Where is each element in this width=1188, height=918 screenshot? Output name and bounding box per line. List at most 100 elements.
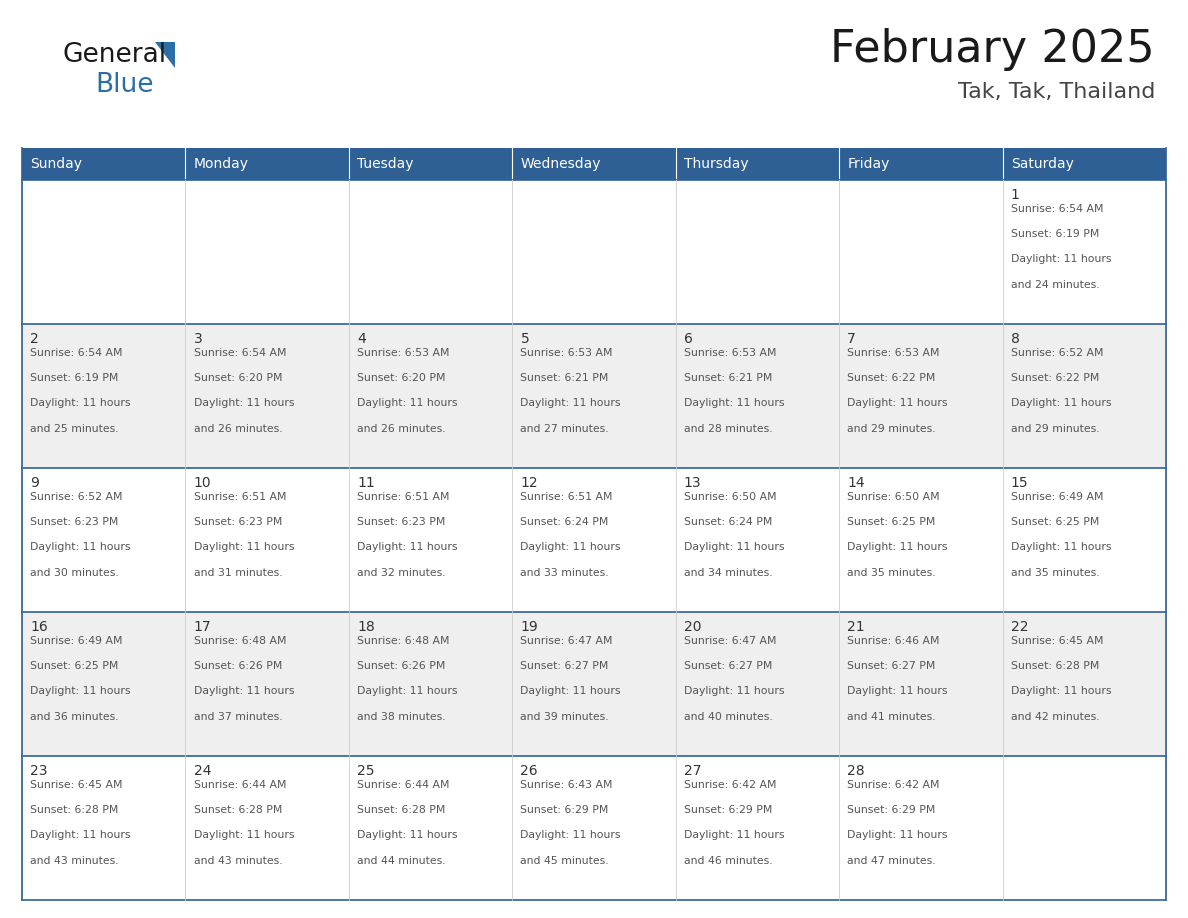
Text: Sunset: 6:28 PM: Sunset: 6:28 PM: [1011, 661, 1099, 671]
Bar: [185, 468, 349, 612]
Text: Blue: Blue: [95, 72, 153, 98]
Bar: [676, 756, 839, 900]
Bar: [676, 612, 839, 756]
Bar: [185, 148, 349, 180]
Text: and 44 minutes.: and 44 minutes.: [358, 856, 446, 866]
Text: Sunrise: 6:50 AM: Sunrise: 6:50 AM: [684, 492, 777, 502]
Text: 23: 23: [30, 764, 48, 778]
Text: 22: 22: [1011, 620, 1029, 634]
Text: Sunrise: 6:49 AM: Sunrise: 6:49 AM: [30, 636, 122, 646]
Bar: [349, 180, 512, 324]
Text: Sunset: 6:19 PM: Sunset: 6:19 PM: [30, 374, 119, 383]
Text: Daylight: 11 hours: Daylight: 11 hours: [358, 687, 457, 697]
Bar: [839, 756, 1003, 900]
Bar: [839, 148, 1003, 180]
Text: and 38 minutes.: and 38 minutes.: [358, 711, 446, 722]
Text: 12: 12: [520, 476, 538, 490]
Text: and 28 minutes.: and 28 minutes.: [684, 423, 772, 433]
Text: 8: 8: [1011, 332, 1019, 346]
Text: Sunrise: 6:46 AM: Sunrise: 6:46 AM: [847, 636, 940, 646]
Text: Sunset: 6:20 PM: Sunset: 6:20 PM: [358, 374, 446, 383]
Text: and 24 minutes.: and 24 minutes.: [1011, 280, 1099, 289]
Text: Daylight: 11 hours: Daylight: 11 hours: [847, 831, 948, 840]
Bar: [23, 612, 185, 756]
Text: Sunrise: 6:51 AM: Sunrise: 6:51 AM: [194, 492, 286, 502]
Text: and 45 minutes.: and 45 minutes.: [520, 856, 609, 866]
Text: Daylight: 11 hours: Daylight: 11 hours: [358, 831, 457, 840]
Text: Sunset: 6:28 PM: Sunset: 6:28 PM: [358, 805, 446, 815]
Text: Daylight: 11 hours: Daylight: 11 hours: [684, 398, 784, 409]
Text: Sunrise: 6:52 AM: Sunrise: 6:52 AM: [1011, 348, 1104, 358]
Text: Sunset: 6:29 PM: Sunset: 6:29 PM: [684, 805, 772, 815]
Text: Daylight: 11 hours: Daylight: 11 hours: [30, 398, 131, 409]
Bar: [23, 324, 185, 468]
Text: Daylight: 11 hours: Daylight: 11 hours: [847, 687, 948, 697]
Text: and 37 minutes.: and 37 minutes.: [194, 711, 283, 722]
Bar: [512, 324, 676, 468]
Text: and 35 minutes.: and 35 minutes.: [1011, 567, 1099, 577]
Text: 4: 4: [358, 332, 366, 346]
Bar: [1003, 612, 1165, 756]
Text: Friday: Friday: [847, 157, 890, 171]
Text: and 27 minutes.: and 27 minutes.: [520, 423, 609, 433]
Bar: [23, 468, 185, 612]
Bar: [512, 468, 676, 612]
Text: Daylight: 11 hours: Daylight: 11 hours: [194, 831, 295, 840]
Text: Sunset: 6:24 PM: Sunset: 6:24 PM: [520, 517, 608, 527]
Text: and 29 minutes.: and 29 minutes.: [1011, 423, 1099, 433]
Bar: [185, 324, 349, 468]
Text: Daylight: 11 hours: Daylight: 11 hours: [1011, 254, 1111, 264]
Text: and 41 minutes.: and 41 minutes.: [847, 711, 936, 722]
Text: Sunset: 6:23 PM: Sunset: 6:23 PM: [30, 517, 119, 527]
Bar: [512, 756, 676, 900]
Text: Sunrise: 6:42 AM: Sunrise: 6:42 AM: [847, 780, 940, 790]
Text: Sunrise: 6:48 AM: Sunrise: 6:48 AM: [194, 636, 286, 646]
Text: Saturday: Saturday: [1011, 157, 1074, 171]
Text: Sunset: 6:26 PM: Sunset: 6:26 PM: [358, 661, 446, 671]
Bar: [349, 468, 512, 612]
Text: Sunset: 6:28 PM: Sunset: 6:28 PM: [30, 805, 119, 815]
Text: Sunset: 6:27 PM: Sunset: 6:27 PM: [520, 661, 608, 671]
Text: and 30 minutes.: and 30 minutes.: [30, 567, 119, 577]
Text: 7: 7: [847, 332, 857, 346]
Text: Sunset: 6:21 PM: Sunset: 6:21 PM: [520, 374, 608, 383]
Text: and 31 minutes.: and 31 minutes.: [194, 567, 283, 577]
Bar: [1003, 324, 1165, 468]
Text: 27: 27: [684, 764, 701, 778]
Bar: [349, 324, 512, 468]
Bar: [839, 612, 1003, 756]
Text: Sunrise: 6:48 AM: Sunrise: 6:48 AM: [358, 636, 449, 646]
Text: Sunset: 6:24 PM: Sunset: 6:24 PM: [684, 517, 772, 527]
Text: Sunrise: 6:51 AM: Sunrise: 6:51 AM: [358, 492, 449, 502]
Text: Sunrise: 6:47 AM: Sunrise: 6:47 AM: [684, 636, 777, 646]
Text: Thursday: Thursday: [684, 157, 748, 171]
Text: 3: 3: [194, 332, 202, 346]
Text: Sunrise: 6:42 AM: Sunrise: 6:42 AM: [684, 780, 777, 790]
Text: Daylight: 11 hours: Daylight: 11 hours: [30, 543, 131, 553]
Text: Daylight: 11 hours: Daylight: 11 hours: [1011, 543, 1111, 553]
Text: and 43 minutes.: and 43 minutes.: [30, 856, 119, 866]
Text: Sunrise: 6:54 AM: Sunrise: 6:54 AM: [1011, 204, 1104, 214]
Text: Sunrise: 6:44 AM: Sunrise: 6:44 AM: [358, 780, 449, 790]
Text: Daylight: 11 hours: Daylight: 11 hours: [358, 543, 457, 553]
Text: Tak, Tak, Thailand: Tak, Tak, Thailand: [958, 82, 1155, 102]
Text: Daylight: 11 hours: Daylight: 11 hours: [684, 543, 784, 553]
Text: Sunrise: 6:49 AM: Sunrise: 6:49 AM: [1011, 492, 1104, 502]
Text: 20: 20: [684, 620, 701, 634]
Text: Wednesday: Wednesday: [520, 157, 601, 171]
Text: and 46 minutes.: and 46 minutes.: [684, 856, 772, 866]
Bar: [839, 468, 1003, 612]
Text: 17: 17: [194, 620, 211, 634]
Bar: [349, 612, 512, 756]
Bar: [512, 180, 676, 324]
Text: Sunset: 6:29 PM: Sunset: 6:29 PM: [520, 805, 608, 815]
Text: 15: 15: [1011, 476, 1029, 490]
Text: and 32 minutes.: and 32 minutes.: [358, 567, 446, 577]
Text: Sunset: 6:25 PM: Sunset: 6:25 PM: [30, 661, 119, 671]
Text: Sunset: 6:23 PM: Sunset: 6:23 PM: [358, 517, 446, 527]
Text: Sunset: 6:19 PM: Sunset: 6:19 PM: [1011, 230, 1099, 240]
Text: 16: 16: [30, 620, 48, 634]
Bar: [839, 180, 1003, 324]
Text: 11: 11: [358, 476, 374, 490]
Text: Sunrise: 6:50 AM: Sunrise: 6:50 AM: [847, 492, 940, 502]
